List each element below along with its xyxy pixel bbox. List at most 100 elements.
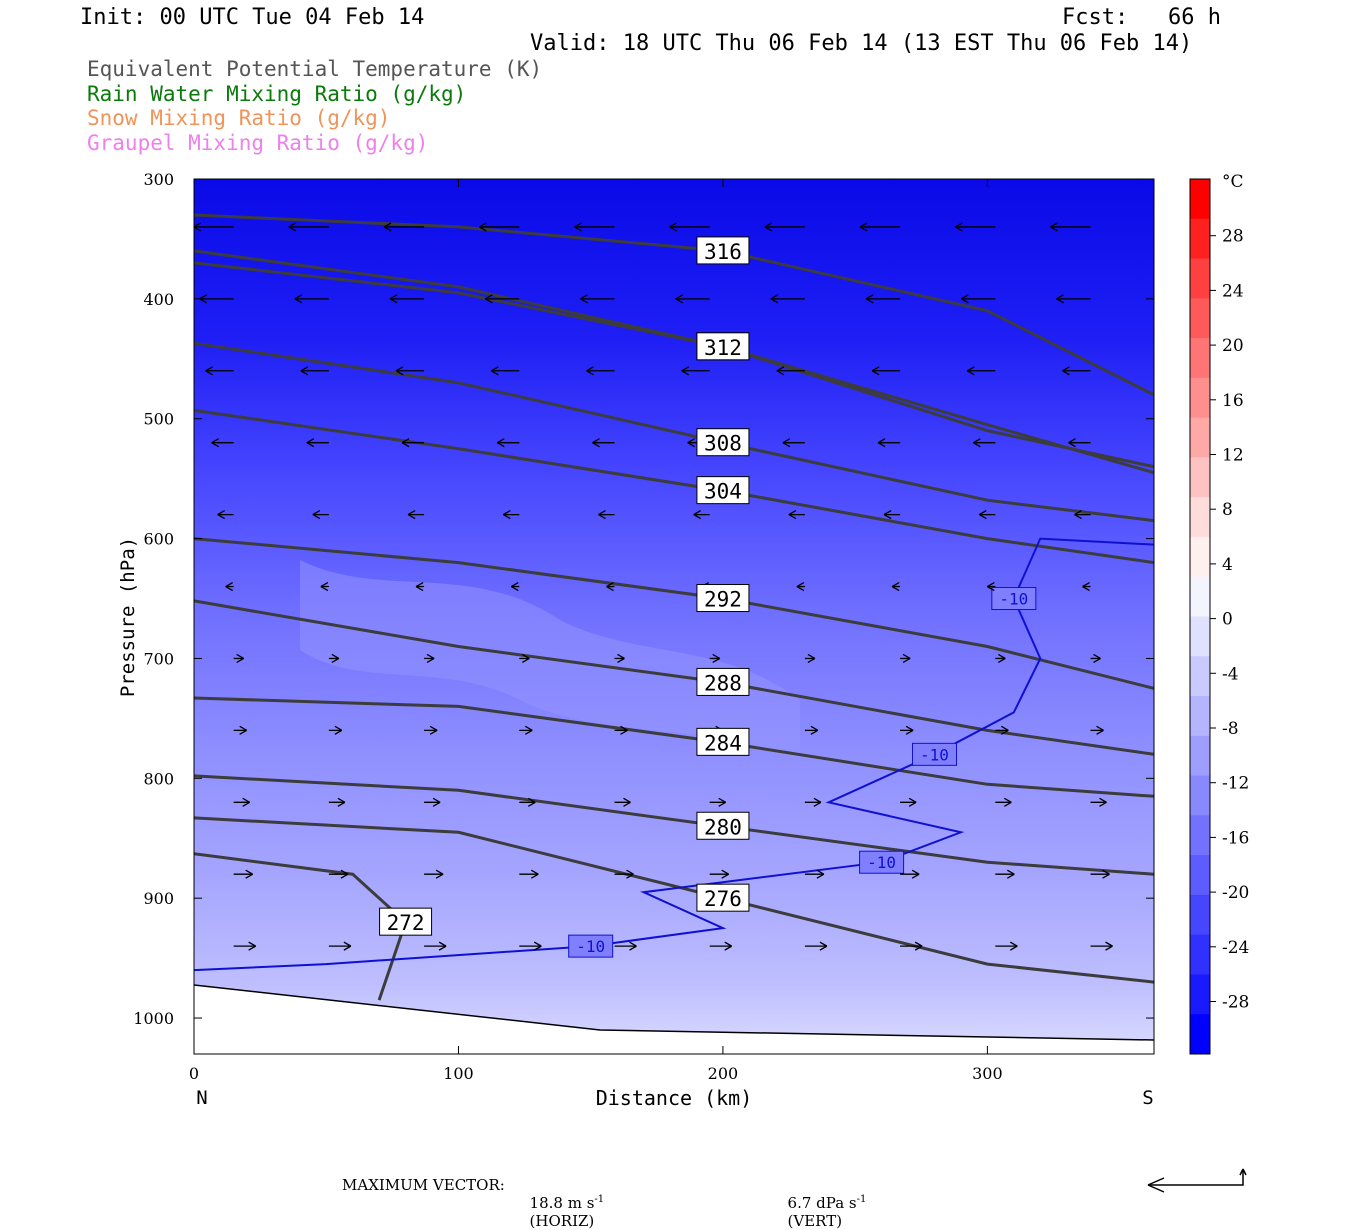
wind-arrowhead xyxy=(620,725,628,735)
colorbar-label: 0 xyxy=(1222,610,1233,630)
wind-arrowhead xyxy=(1074,510,1082,520)
wind-arrowhead xyxy=(966,366,975,376)
wind-arrowhead xyxy=(810,725,819,735)
colorbar-swatch xyxy=(1190,536,1210,578)
wind-arrowhead xyxy=(415,581,424,592)
wind-arrowhead xyxy=(1003,797,1012,807)
wind-arrowhead xyxy=(871,366,880,376)
y-tick-label: 700 xyxy=(143,649,174,668)
colorbar-swatch xyxy=(1190,576,1210,617)
isotherm-label: -10 xyxy=(920,745,949,764)
isotherm-label-box xyxy=(568,934,614,958)
wind-arrowhead xyxy=(510,581,519,592)
wind-arrowhead xyxy=(891,581,900,592)
wind-arrowhead xyxy=(524,725,533,735)
wind-arrowhead xyxy=(776,366,785,376)
colorbar-swatch xyxy=(1190,417,1210,458)
wind-arrowhead xyxy=(239,725,247,735)
valid-time: Valid: 18 UTC Thu 06 Feb 14 (13 EST Thu … xyxy=(530,31,1193,56)
wind-arrowhead xyxy=(1099,797,1107,807)
colorbar-swatch xyxy=(1190,1014,1210,1055)
footer-horiz-value: 18.8 m s xyxy=(529,1194,595,1212)
footer-horiz-unit: (HORIZ) xyxy=(529,1212,595,1230)
wind-arrowhead xyxy=(389,294,398,304)
y-tick-label: 900 xyxy=(143,889,174,908)
wind-arrowhead xyxy=(586,366,594,376)
title-graupel: Graupel Mixing Ratio (g/kg) xyxy=(87,131,429,155)
wind-arrowhead xyxy=(337,797,346,807)
wind-arrowhead xyxy=(288,222,297,232)
wind-arrowhead xyxy=(960,294,969,304)
wind-arrowhead xyxy=(877,438,886,448)
wind-arrowhead xyxy=(248,941,256,951)
wind-arrowhead xyxy=(530,869,539,879)
y-tick-label: 800 xyxy=(143,769,174,788)
wind-arrowhead xyxy=(687,438,696,448)
theta-e-label: 304 xyxy=(704,480,742,504)
wind-arrowhead xyxy=(997,653,1006,664)
init-time: Init: 00 UTC Tue 04 Feb 14 xyxy=(80,5,425,30)
colorbar-label: 28 xyxy=(1222,227,1244,247)
footer-vert-unit: (VERT) xyxy=(787,1212,843,1230)
theta-e-label-box xyxy=(696,332,750,361)
wind-arrowhead xyxy=(782,438,791,448)
colorbar-swatch xyxy=(1190,696,1210,737)
theta-e-label-box xyxy=(696,811,750,840)
colorbar-swatch xyxy=(1190,457,1210,498)
wind-arrowhead xyxy=(490,366,499,376)
wind-arrowhead xyxy=(816,869,825,879)
isotherm-label: -10 xyxy=(867,853,896,872)
isotherm-label: -10 xyxy=(576,937,605,956)
colorbar-swatch xyxy=(1190,775,1210,816)
wind-arrowhead xyxy=(626,869,634,879)
theta-e-label-box xyxy=(696,584,750,613)
wind-arrowhead xyxy=(438,941,447,951)
wind-arrowhead xyxy=(521,653,530,664)
wind-arrowhead xyxy=(1009,941,1018,951)
theta-e-label: 288 xyxy=(704,671,742,695)
colorbar-label: -8 xyxy=(1222,719,1239,739)
wind-arrowhead xyxy=(1105,941,1113,951)
wind-arrowhead xyxy=(478,222,487,232)
wind-arrowhead xyxy=(617,653,625,664)
wind-arrowhead xyxy=(669,222,678,232)
wind-arrowhead xyxy=(1006,869,1015,879)
wind-arrowhead xyxy=(675,294,684,304)
wind-arrowhead xyxy=(681,366,690,376)
theta-e-label-box xyxy=(696,667,750,696)
wind-arrowhead xyxy=(724,941,733,951)
max-vector-icon xyxy=(1147,1168,1247,1193)
x-end-right: S xyxy=(1142,1087,1153,1109)
footer-vert: 6.7 dPa s-1 (VERT) xyxy=(778,1176,867,1230)
colorbar-label: -16 xyxy=(1222,828,1249,848)
wind-arrowhead xyxy=(908,797,917,807)
wind-arrowhead xyxy=(954,222,963,232)
theta-e-label: 308 xyxy=(704,432,742,456)
wind-arrowhead xyxy=(401,438,410,448)
wind-arrowhead xyxy=(383,222,392,232)
wind-arrowhead xyxy=(911,869,920,879)
wind-arrowhead xyxy=(978,510,987,520)
y-tick-label: 300 xyxy=(143,170,174,189)
wind-arrowhead xyxy=(407,510,416,520)
wind-arrowhead xyxy=(807,653,816,664)
wind-arrowhead xyxy=(718,797,727,807)
cross-section-chart: -10-10-10-10 320316312308304292288284280… xyxy=(117,170,1249,1110)
colorbar-swatch xyxy=(1190,934,1210,975)
wind-arrowhead xyxy=(334,725,343,735)
theta-e-label: 316 xyxy=(704,240,742,264)
wind-arrowhead xyxy=(1056,294,1064,304)
theta-e-label: 280 xyxy=(704,815,742,839)
wind-arrowhead xyxy=(1093,653,1101,664)
wind-arrowhead xyxy=(629,941,637,951)
wind-arrowhead xyxy=(242,797,250,807)
colorbar-swatch xyxy=(1190,497,1210,538)
wind-arrowhead xyxy=(484,294,493,304)
colorbar-swatch xyxy=(1190,377,1210,419)
colorbar-unit: °C xyxy=(1222,172,1244,192)
x-tick-label: 300 xyxy=(972,1064,1003,1083)
wind-arrowhead xyxy=(340,869,349,879)
wind-arrowhead xyxy=(429,725,438,735)
x-tick-label: 0 xyxy=(189,1064,199,1083)
wind-arrowhead xyxy=(502,510,511,520)
